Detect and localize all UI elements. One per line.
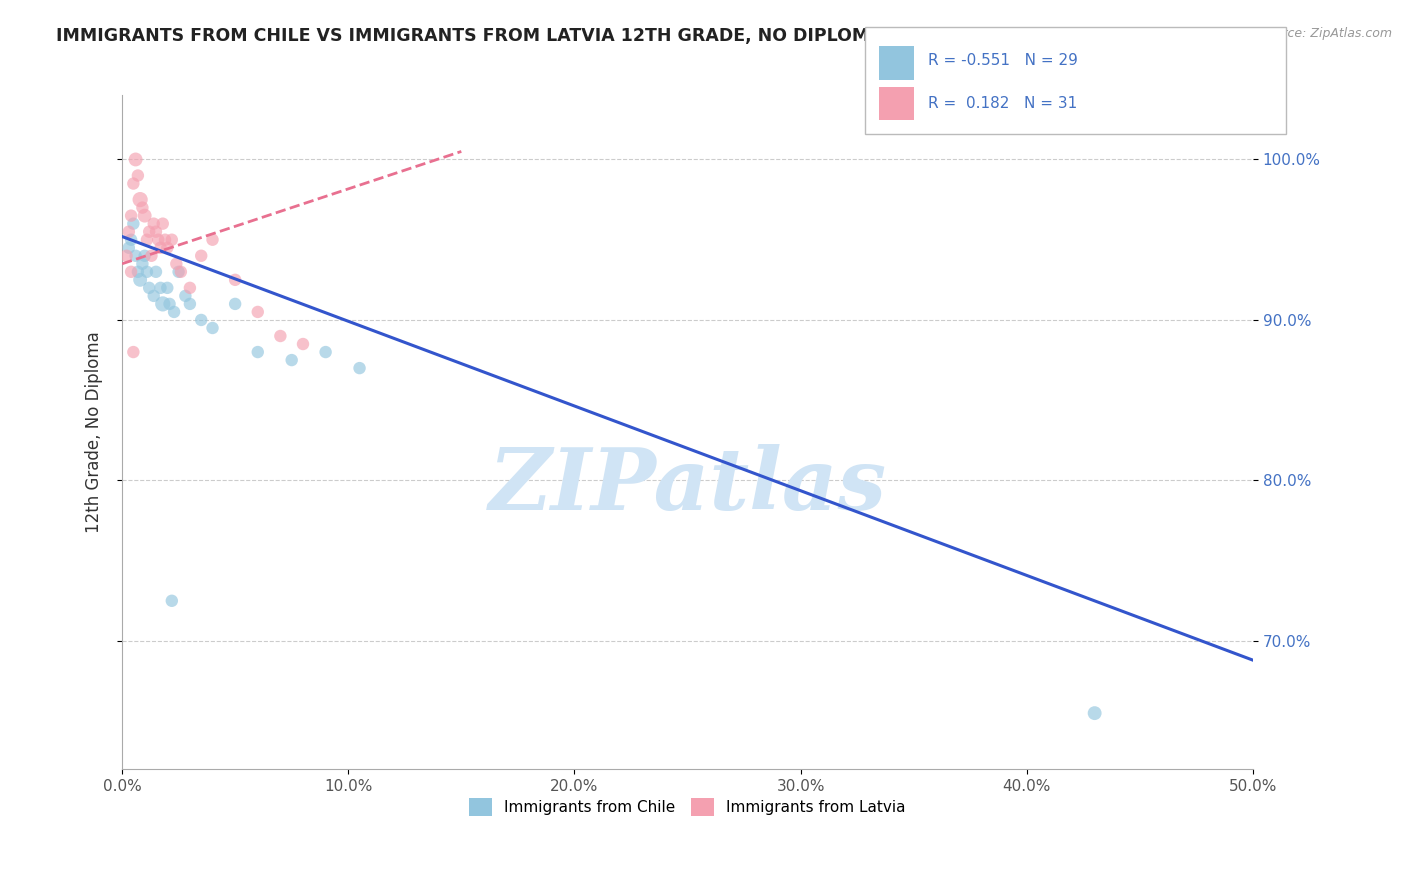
Point <box>131 201 153 215</box>
Point <box>224 297 246 311</box>
Point <box>280 353 302 368</box>
Point <box>201 233 224 247</box>
Point <box>292 337 315 351</box>
Text: Source: ZipAtlas.com: Source: ZipAtlas.com <box>1258 27 1392 40</box>
Point <box>122 345 145 359</box>
Point <box>120 209 142 223</box>
Point <box>129 193 152 207</box>
Point <box>127 169 149 183</box>
Point <box>124 153 146 167</box>
Point <box>134 209 156 223</box>
Point <box>145 225 167 239</box>
Point <box>156 281 179 295</box>
Point <box>142 289 165 303</box>
Point <box>115 249 138 263</box>
Point <box>134 249 156 263</box>
Point <box>315 345 337 359</box>
Point <box>349 361 371 376</box>
Point <box>201 321 224 335</box>
Point <box>127 265 149 279</box>
Point <box>153 233 176 247</box>
Point <box>156 241 179 255</box>
Point <box>190 249 212 263</box>
Point <box>163 305 186 319</box>
Point <box>174 289 197 303</box>
Point <box>149 281 172 295</box>
Point <box>131 257 153 271</box>
Text: IMMIGRANTS FROM CHILE VS IMMIGRANTS FROM LATVIA 12TH GRADE, NO DIPLOMA CORRELATI: IMMIGRANTS FROM CHILE VS IMMIGRANTS FROM… <box>56 27 1098 45</box>
Point <box>160 233 183 247</box>
Point <box>136 265 159 279</box>
Point <box>1084 706 1107 720</box>
Point <box>145 265 167 279</box>
Point <box>122 217 145 231</box>
Point <box>138 281 160 295</box>
Point <box>120 233 142 247</box>
Point <box>118 241 141 255</box>
Point <box>159 297 181 311</box>
Point <box>269 329 291 343</box>
Point <box>142 217 165 231</box>
Point <box>141 249 163 263</box>
Y-axis label: 12th Grade, No Diploma: 12th Grade, No Diploma <box>86 332 103 533</box>
Point <box>149 241 172 255</box>
Point <box>179 281 201 295</box>
Legend: Immigrants from Chile, Immigrants from Latvia: Immigrants from Chile, Immigrants from L… <box>463 791 911 822</box>
Point <box>246 345 269 359</box>
Point <box>120 265 142 279</box>
Point <box>246 305 269 319</box>
Point <box>152 297 174 311</box>
Point <box>129 273 152 287</box>
Text: ZIPatlas: ZIPatlas <box>488 444 887 528</box>
Text: R =  0.182   N = 31: R = 0.182 N = 31 <box>928 96 1077 111</box>
Point <box>165 257 187 271</box>
Point <box>138 225 160 239</box>
Point <box>148 233 170 247</box>
Point <box>167 265 190 279</box>
Point <box>122 177 145 191</box>
Point <box>190 313 212 327</box>
Point <box>118 225 141 239</box>
Text: R = -0.551   N = 29: R = -0.551 N = 29 <box>928 54 1078 68</box>
Point <box>179 297 201 311</box>
Point <box>224 273 246 287</box>
Point <box>152 217 174 231</box>
Point <box>170 265 193 279</box>
Point <box>160 594 183 608</box>
Point <box>124 249 146 263</box>
Point <box>136 233 159 247</box>
